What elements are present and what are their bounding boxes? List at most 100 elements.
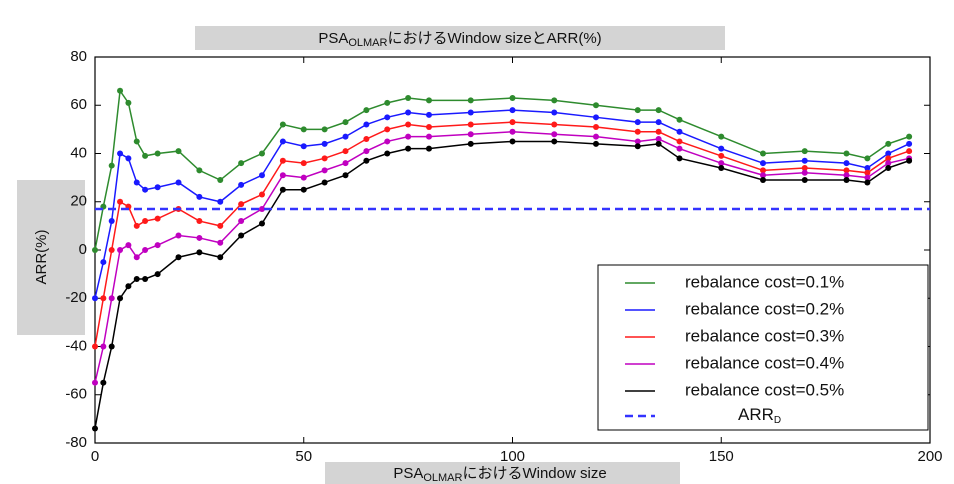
point xyxy=(92,295,98,302)
point xyxy=(593,123,599,130)
point xyxy=(676,128,683,135)
point xyxy=(405,109,412,116)
point xyxy=(509,128,516,135)
point xyxy=(175,232,182,239)
y-label-background xyxy=(17,180,85,335)
y-tick-label: 80 xyxy=(70,48,87,65)
point xyxy=(384,114,391,121)
y-tick-label: -20 xyxy=(65,289,87,306)
point xyxy=(342,119,349,126)
point xyxy=(342,172,349,179)
point xyxy=(217,222,224,229)
title-prefix: PSA xyxy=(318,30,348,47)
point xyxy=(342,160,349,167)
x-tick-label: 0 xyxy=(91,448,99,465)
x-tick-label: 100 xyxy=(500,448,525,465)
point xyxy=(885,160,892,167)
point xyxy=(426,97,432,104)
point xyxy=(676,116,683,123)
point xyxy=(321,140,328,147)
point xyxy=(279,121,286,128)
point xyxy=(718,164,725,171)
point xyxy=(655,140,662,147)
point xyxy=(196,249,203,256)
point xyxy=(133,275,140,282)
chart-title: PSAOLMARにおけるWindow sizeとARR(%) xyxy=(318,30,601,49)
point xyxy=(593,140,599,147)
point xyxy=(300,160,307,167)
point xyxy=(196,167,203,174)
legend-label-main: ARR xyxy=(738,405,774,424)
point xyxy=(125,155,132,162)
point xyxy=(634,119,641,126)
point xyxy=(467,121,474,128)
point xyxy=(363,136,370,143)
point xyxy=(676,138,683,145)
point xyxy=(133,222,140,229)
point xyxy=(217,239,224,246)
point xyxy=(760,177,766,184)
y-axis-label: ARR(%) xyxy=(33,229,50,284)
point xyxy=(125,242,132,249)
y-tick-label: 40 xyxy=(70,144,87,161)
point xyxy=(655,119,662,126)
point xyxy=(238,181,245,188)
point xyxy=(655,107,662,114)
point xyxy=(885,150,892,157)
y-tick-label: -40 xyxy=(65,337,87,354)
point xyxy=(426,111,432,118)
point xyxy=(125,99,132,106)
point xyxy=(843,172,850,179)
point xyxy=(718,133,725,140)
point xyxy=(760,172,766,179)
point xyxy=(906,157,913,164)
point xyxy=(142,275,149,282)
point xyxy=(843,167,850,174)
point xyxy=(342,148,349,155)
point xyxy=(100,259,107,266)
point xyxy=(384,126,391,133)
point xyxy=(92,425,98,432)
point xyxy=(321,167,328,174)
point xyxy=(175,148,182,155)
point xyxy=(279,186,286,193)
legend-label: rebalance cost=0.1% xyxy=(685,272,844,291)
title-suffix: におけるWindow sizeとARR(%) xyxy=(387,30,601,47)
point xyxy=(426,133,432,140)
point xyxy=(906,140,913,147)
point xyxy=(426,145,432,152)
point xyxy=(593,102,599,109)
point xyxy=(259,150,265,157)
point xyxy=(885,164,892,171)
point xyxy=(100,379,107,386)
point xyxy=(384,138,391,145)
y-tick-label: 0 xyxy=(79,241,87,258)
point xyxy=(117,198,124,205)
point xyxy=(801,157,808,164)
point xyxy=(342,133,349,140)
point xyxy=(634,143,641,150)
legend-label-subscript: D xyxy=(774,415,781,426)
point xyxy=(279,157,286,164)
legend-label: rebalance cost=0.3% xyxy=(685,326,844,345)
point xyxy=(864,164,871,171)
point xyxy=(676,145,683,152)
point xyxy=(92,379,98,386)
point xyxy=(801,164,808,171)
point xyxy=(125,283,132,290)
point xyxy=(593,114,599,121)
point xyxy=(154,242,161,249)
point xyxy=(154,271,161,278)
point xyxy=(133,254,140,261)
point xyxy=(843,160,850,167)
point xyxy=(117,150,124,157)
point xyxy=(864,169,871,176)
x-tick-label: 200 xyxy=(917,448,942,465)
point xyxy=(593,133,599,140)
point xyxy=(426,123,432,130)
point xyxy=(467,97,474,104)
point xyxy=(100,295,107,302)
point xyxy=(634,128,641,135)
point xyxy=(655,128,662,135)
